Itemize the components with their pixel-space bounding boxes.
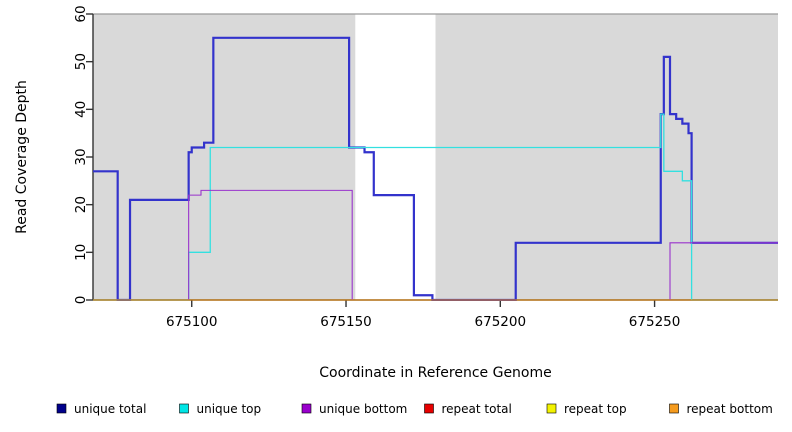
y-axis-title: Read Coverage Depth	[14, 80, 30, 234]
y-tick-label: 50	[73, 53, 89, 70]
legend-label: repeat top	[564, 402, 627, 416]
legend-swatch	[546, 403, 557, 414]
x-tick-label: 675200	[475, 314, 527, 330]
shaded-region	[435, 14, 778, 300]
x-tick-label: 675150	[320, 314, 372, 330]
axis-labels: 0 10 20 30 40 50 60 675100 675150 675200 675250 Coo…	[14, 5, 680, 381]
series-line	[93, 36, 778, 301]
legend-label: repeat total	[442, 402, 512, 416]
legend-label: unique top	[197, 402, 262, 416]
plot-background-bands	[93, 13, 778, 300]
shaded-region	[93, 14, 356, 300]
y-tick-label: 20	[73, 196, 89, 213]
y-tick-label: 30	[73, 148, 89, 165]
y-tick-label: 0	[73, 296, 89, 305]
x-axis-title: Coordinate in Reference Genome	[319, 365, 552, 381]
legend-swatch	[424, 403, 434, 414]
x-tick-label: 675250	[629, 314, 681, 330]
legend-label: unique total	[74, 402, 146, 416]
legend-label: repeat bottom	[687, 402, 773, 416]
chart-legend: unique total unique top unique bottom repea…	[56, 402, 773, 416]
y-tick-label: 40	[73, 101, 89, 118]
y-tick-label: 10	[73, 244, 89, 261]
legend-swatch	[56, 403, 67, 414]
series-lines	[93, 36, 778, 301]
series-line	[93, 113, 778, 301]
legend-swatch	[669, 403, 679, 414]
legend-swatch	[301, 403, 312, 414]
y-tick-label: 60	[73, 5, 89, 22]
legend-label: unique bottom	[319, 402, 407, 416]
x-tick-label: 675100	[166, 314, 218, 330]
legend-swatch	[179, 403, 189, 414]
